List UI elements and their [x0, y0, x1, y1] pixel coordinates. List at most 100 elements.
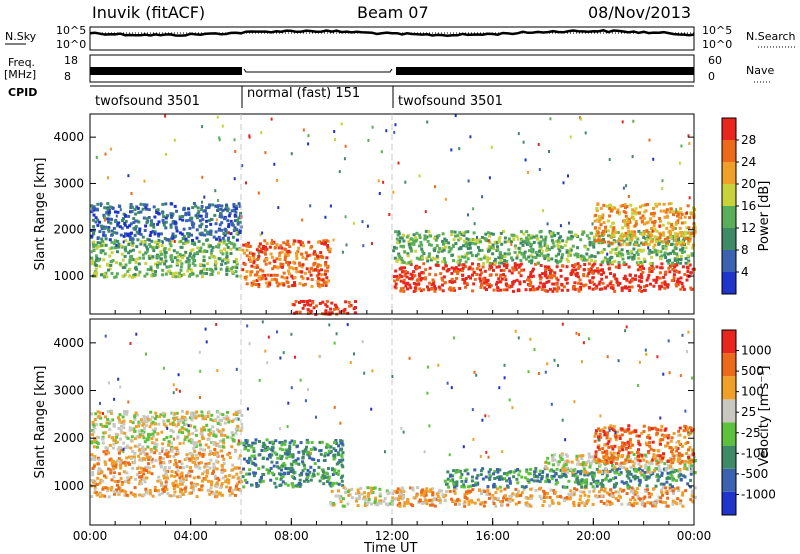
velocity-cell	[221, 428, 225, 432]
power-cell	[617, 266, 621, 270]
velocity-cell	[328, 482, 332, 486]
power-cell	[517, 246, 521, 250]
power-cell	[166, 270, 170, 274]
velocity-cell	[520, 485, 524, 489]
velocity-cell	[284, 482, 287, 486]
power-cell	[106, 268, 110, 272]
power-cell	[589, 267, 593, 271]
power-cell	[94, 243, 98, 247]
velocity-cell	[275, 477, 279, 481]
power-cell	[659, 250, 663, 254]
velocity-cell	[660, 490, 664, 494]
velocity-cell	[211, 441, 215, 444]
velocity-cell	[327, 449, 331, 453]
power-cell	[577, 267, 581, 270]
power-cell	[609, 280, 613, 284]
power-cell	[278, 251, 282, 255]
power-cell	[422, 262, 426, 266]
velocity-cell	[195, 441, 198, 445]
velocity-cell	[492, 485, 496, 489]
power-cell	[606, 284, 610, 288]
velocity-cell	[339, 476, 343, 480]
power-cell	[650, 262, 654, 265]
power-cell	[164, 114, 167, 118]
power-cell	[623, 274, 627, 278]
power-cell	[320, 268, 323, 272]
power-cell	[92, 205, 96, 209]
power-cell	[124, 239, 128, 243]
power-cell	[119, 244, 123, 248]
power-cell	[169, 264, 173, 268]
velocity-cell	[290, 439, 294, 443]
power-cell	[231, 265, 235, 269]
power-cell	[632, 119, 635, 123]
power-cell	[607, 240, 611, 244]
velocity-cell	[679, 501, 683, 505]
power-cell	[326, 246, 330, 250]
power-cell	[104, 152, 107, 156]
power-cell	[547, 279, 551, 283]
power-cell	[225, 252, 229, 256]
power-cell	[181, 218, 185, 222]
power-cell	[137, 211, 141, 214]
power-cell	[229, 252, 233, 255]
power-cell	[632, 217, 636, 221]
velocity-cell	[141, 423, 145, 427]
power-cell	[187, 232, 191, 236]
velocity-cell	[188, 457, 192, 461]
power-cell	[597, 226, 601, 230]
power-cell	[522, 140, 525, 144]
power-cell	[149, 265, 153, 269]
freq-label-line1: Freq.	[8, 56, 35, 69]
velocity-cell	[233, 493, 237, 497]
velocity-cell	[474, 481, 478, 485]
velocity-cell	[339, 458, 343, 462]
power-cell	[124, 249, 128, 253]
power-cell	[682, 233, 686, 237]
velocity-cell	[187, 429, 190, 433]
power-cell	[106, 262, 110, 266]
power-cell	[194, 204, 198, 208]
velocity-cell	[639, 497, 642, 501]
velocity-cell	[580, 501, 584, 505]
velocity-cell	[576, 479, 580, 483]
velocity-cell	[122, 419, 126, 423]
power-cell	[330, 301, 334, 305]
velocity-cell	[306, 479, 310, 483]
power-cell	[654, 239, 658, 243]
velocity-cell	[515, 477, 519, 481]
velocity-cell	[465, 468, 469, 472]
power-cell	[334, 307, 338, 311]
velocity-cell	[120, 483, 124, 487]
power-cell	[436, 260, 440, 264]
velocity-cell	[619, 487, 622, 491]
power-cell	[168, 242, 172, 246]
power-cell	[621, 204, 625, 207]
power-cell	[194, 214, 198, 218]
power-cell	[521, 243, 525, 247]
power-cell	[662, 233, 666, 237]
velocity-cell	[631, 496, 635, 500]
velocity-cell	[162, 419, 166, 423]
power-cell	[263, 239, 267, 243]
power-cell	[614, 265, 618, 269]
power-cell	[406, 252, 410, 256]
velocity-cell	[142, 436, 146, 440]
power-cell	[402, 281, 406, 285]
velocity-cell	[517, 489, 520, 493]
velocity-cell	[193, 425, 197, 429]
power-cell	[269, 273, 273, 277]
power-cell	[647, 246, 650, 250]
velocity-cell	[179, 479, 182, 483]
velocity-cell	[140, 459, 144, 463]
power-cell	[249, 273, 253, 277]
power-cell	[481, 265, 485, 269]
power-cell	[442, 248, 446, 252]
power-cell	[682, 250, 686, 254]
velocity-cell	[615, 467, 619, 471]
power-cell	[201, 175, 204, 179]
velocity-cell	[255, 482, 259, 485]
power-cell	[195, 274, 199, 278]
power-cell	[431, 256, 435, 260]
velocity-cell	[209, 458, 213, 462]
